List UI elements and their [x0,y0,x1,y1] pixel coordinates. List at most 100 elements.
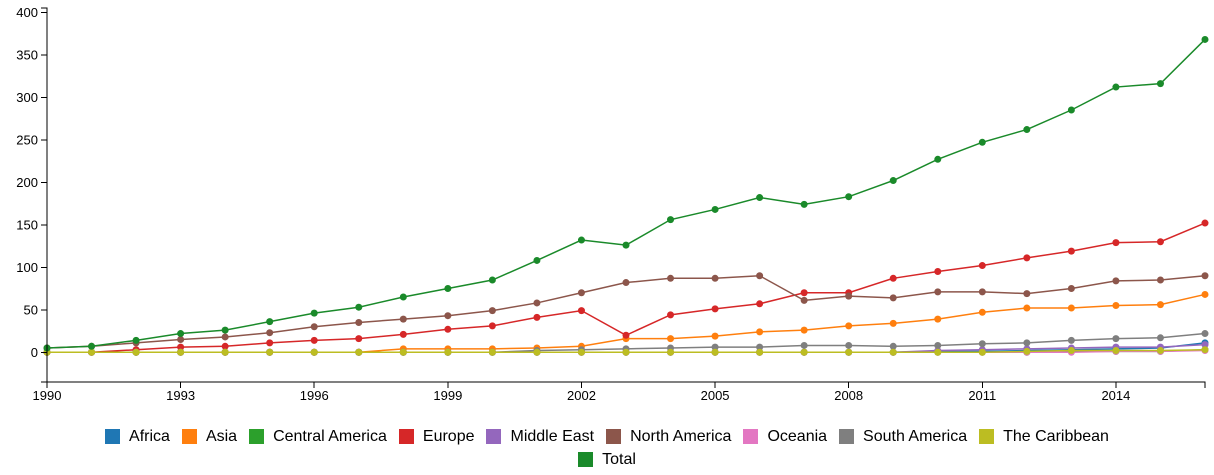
data-point[interactable] [667,311,675,319]
data-point[interactable] [756,343,764,351]
data-point[interactable] [622,348,630,356]
data-point[interactable] [1156,276,1164,284]
data-point[interactable] [488,276,496,284]
data-point[interactable] [266,318,274,326]
legend-item-middle-east[interactable]: Middle East [486,425,594,448]
data-point[interactable] [800,348,808,356]
data-point[interactable] [889,348,897,356]
data-point[interactable] [1156,238,1164,246]
data-point[interactable] [711,332,719,340]
data-point[interactable] [622,279,630,287]
legend-item-total[interactable]: Total [578,448,636,471]
data-point[interactable] [667,348,675,356]
data-point[interactable] [1201,219,1209,227]
data-point[interactable] [444,312,452,320]
legend-item-europe[interactable]: Europe [398,425,474,448]
data-point[interactable] [978,288,986,296]
data-point[interactable] [1023,126,1031,134]
data-point[interactable] [1112,277,1120,285]
data-point[interactable] [800,289,808,297]
data-point[interactable] [399,348,407,356]
data-point[interactable] [1201,346,1209,354]
data-point[interactable] [978,340,986,348]
data-point[interactable] [221,348,229,356]
data-point[interactable] [845,341,853,349]
data-point[interactable] [934,341,942,349]
data-point[interactable] [266,348,274,356]
data-point[interactable] [399,293,407,301]
data-point[interactable] [355,319,363,326]
data-point[interactable] [711,305,719,313]
data-point[interactable] [444,325,452,333]
legend-item-the-caribbean[interactable]: The Caribbean [979,425,1109,448]
data-point[interactable] [221,333,229,341]
data-point[interactable] [310,309,318,317]
data-point[interactable] [1156,301,1164,309]
data-point[interactable] [934,155,942,163]
data-point[interactable] [756,272,764,280]
data-point[interactable] [221,326,229,334]
data-point[interactable] [444,285,452,292]
data-point[interactable] [889,342,897,350]
data-point[interactable] [1112,347,1120,355]
data-point[interactable] [444,348,452,356]
data-point[interactable] [355,335,363,343]
data-point[interactable] [845,292,853,300]
data-point[interactable] [1112,239,1120,247]
data-point[interactable] [177,330,185,338]
data-point[interactable] [800,341,808,349]
data-point[interactable] [1067,106,1075,114]
data-point[interactable] [889,274,897,282]
legend-item-central-america[interactable]: Central America [249,425,387,448]
data-point[interactable] [177,336,185,343]
data-point[interactable] [577,348,585,356]
data-point[interactable] [845,348,853,356]
data-point[interactable] [667,274,675,282]
data-point[interactable] [1112,302,1120,309]
data-point[interactable] [1201,330,1209,338]
data-point[interactable] [711,205,719,213]
data-point[interactable] [1023,347,1031,355]
data-point[interactable] [488,348,496,356]
data-point[interactable] [1201,290,1209,298]
data-point[interactable] [88,348,96,356]
legend-item-africa[interactable]: Africa [105,425,170,448]
data-point[interactable] [889,294,897,302]
data-point[interactable] [1201,35,1209,43]
data-point[interactable] [1023,290,1031,298]
data-point[interactable] [577,236,585,244]
data-point[interactable] [1067,336,1075,344]
legend-item-south-america[interactable]: South America [839,425,967,448]
data-point[interactable] [488,307,496,315]
data-point[interactable] [711,343,719,351]
data-point[interactable] [978,262,986,270]
data-point[interactable] [711,348,719,356]
data-point[interactable] [399,330,407,338]
data-point[interactable] [355,348,363,356]
data-point[interactable] [533,348,541,356]
data-point[interactable] [88,342,96,350]
data-point[interactable] [889,319,897,327]
data-point[interactable] [1067,285,1075,292]
data-point[interactable] [1023,304,1031,312]
data-point[interactable] [845,193,853,201]
data-point[interactable] [1112,335,1120,343]
data-point[interactable] [577,307,585,315]
data-point[interactable] [488,322,496,330]
data-point[interactable] [1112,83,1120,91]
data-point[interactable] [889,177,897,185]
data-point[interactable] [978,348,986,356]
data-point[interactable] [978,308,986,316]
data-point[interactable] [1201,341,1209,349]
data-point[interactable] [756,194,764,202]
data-point[interactable] [1201,272,1209,280]
data-point[interactable] [622,241,630,249]
data-point[interactable] [132,348,140,356]
data-point[interactable] [978,138,986,146]
data-point[interactable] [1067,247,1075,255]
data-point[interactable] [533,299,541,307]
data-point[interactable] [1067,304,1075,312]
data-point[interactable] [667,216,675,224]
data-point[interactable] [132,336,140,344]
data-point[interactable] [845,322,853,330]
